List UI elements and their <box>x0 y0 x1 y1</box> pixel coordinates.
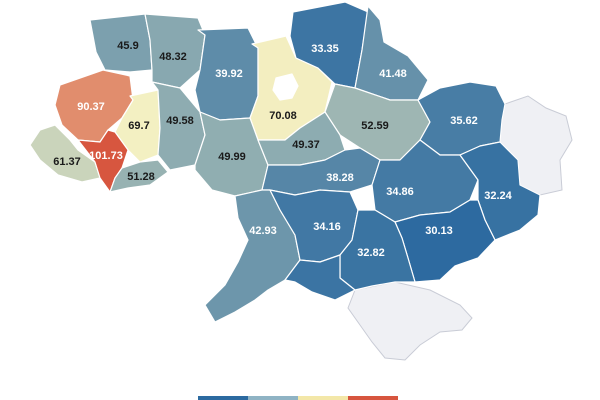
region-chernivtsi[interactable] <box>109 159 169 193</box>
value-labels: 45.9 48.32 39.92 70.08 33.35 41.48 90.37… <box>53 40 512 259</box>
label-chernihiv: 33.35 <box>311 43 339 55</box>
crimea-no-data <box>347 281 473 361</box>
region-kherson[interactable] <box>284 254 356 301</box>
label-vinnytsia: 49.99 <box>218 151 246 163</box>
label-kirovohrad: 38.28 <box>326 172 354 184</box>
label-kyiv-oblast: 70.08 <box>269 110 297 122</box>
label-sumy: 41.48 <box>379 68 407 80</box>
region-kyiv-city[interactable] <box>272 73 299 101</box>
label-donetsk: 30.13 <box>425 225 453 237</box>
scale-segment-3 <box>298 396 348 400</box>
label-volyn: 45.9 <box>117 40 138 52</box>
scale-segment-4 <box>348 396 398 400</box>
label-zakarpattia: 61.37 <box>53 156 81 168</box>
label-cherkasy: 49.37 <box>292 139 320 151</box>
label-mykolaiv: 34.16 <box>313 221 341 233</box>
scale-segment-2 <box>248 396 298 400</box>
label-khmelnytskyi: 49.58 <box>166 115 194 127</box>
label-zaporizhzhia: 32.82 <box>357 247 385 259</box>
scale-segment-1 <box>198 396 248 400</box>
label-ivano-frankivsk: 101.73 <box>89 150 123 162</box>
color-scale-legend <box>198 396 398 400</box>
label-dnipropetrovsk: 34.86 <box>386 186 414 198</box>
label-chernivtsi: 51.28 <box>127 171 155 183</box>
label-ternopil: 69.7 <box>128 120 149 132</box>
label-lviv: 90.37 <box>77 101 105 113</box>
region-khmelnytskyi[interactable] <box>151 81 206 171</box>
label-kharkiv: 35.62 <box>450 115 478 127</box>
label-odesa: 42.93 <box>249 225 277 237</box>
label-poltava: 52.59 <box>361 120 389 132</box>
region-sumy[interactable] <box>354 5 429 101</box>
label-zhytomyr: 39.92 <box>215 68 243 80</box>
label-rivne: 48.32 <box>159 51 187 63</box>
label-luhansk: 32.24 <box>484 190 512 202</box>
